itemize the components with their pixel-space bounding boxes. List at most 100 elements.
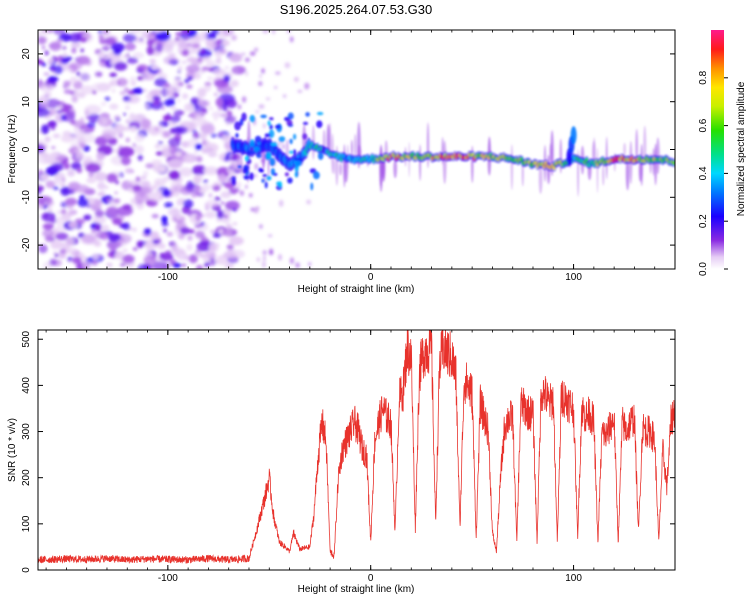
signal-streak <box>285 139 289 159</box>
signal-scatter-blob <box>243 164 250 171</box>
noise-blob <box>106 262 113 268</box>
noise-blob <box>41 211 56 222</box>
noise-blob <box>132 184 142 192</box>
snr-xlabel: Height of straight line (km) <box>298 584 415 595</box>
noise-blob <box>206 60 216 68</box>
signal-scatter-blob <box>269 157 276 166</box>
snr-ytick-label: 500 <box>21 330 32 347</box>
signal-scatter-blob <box>269 117 274 121</box>
noise-blob <box>113 48 122 56</box>
noise-blob <box>132 87 144 95</box>
noise-blob <box>154 189 164 196</box>
noise-blob <box>65 237 74 247</box>
noise-blob <box>122 254 135 264</box>
noise-blob <box>48 111 53 116</box>
noise-blob <box>38 58 43 65</box>
noise-blob <box>118 132 124 139</box>
noise-blob <box>49 258 57 266</box>
noise-blob <box>125 119 130 124</box>
noise-blob <box>208 106 214 111</box>
signal-scatter-blob <box>302 133 308 140</box>
signal-scatter-blob <box>258 167 263 173</box>
noise-blob <box>152 100 160 106</box>
noise-blob <box>82 260 93 269</box>
noise-blob <box>146 39 155 47</box>
spectrogram-ytick-label: 10 <box>21 96 32 108</box>
noise-blob <box>220 201 225 205</box>
noise-blob <box>114 241 123 247</box>
noise-blob <box>195 230 205 239</box>
spectrogram-signal-layer <box>230 111 675 197</box>
noise-blob <box>71 95 78 103</box>
noise-blob <box>216 84 233 94</box>
noise-blob <box>186 243 193 251</box>
noise-blob <box>41 45 46 50</box>
noise-blob <box>138 40 146 45</box>
noise-blob <box>172 262 182 269</box>
noise-blob <box>134 133 145 143</box>
colorbar-label: Normalized spectral amplitude <box>736 81 747 216</box>
noise-blob <box>38 152 41 157</box>
signal-scatter-blob <box>244 155 249 162</box>
noise-blob <box>186 84 193 89</box>
noise-blob <box>134 193 149 202</box>
noise-blob <box>88 113 100 123</box>
noise-blob <box>112 148 120 153</box>
noise-blob <box>107 243 115 249</box>
noise-blob <box>144 103 150 109</box>
noise-blob <box>111 250 116 255</box>
signal-scatter-blob <box>267 120 271 126</box>
noise-blob <box>44 201 47 205</box>
noise-blob <box>175 87 181 93</box>
spectrogram-background <box>38 30 675 269</box>
noise-blob <box>231 34 237 41</box>
noise-blob <box>52 186 59 190</box>
noise-blob <box>224 171 230 177</box>
noise-blob <box>86 177 97 184</box>
signal-scatter-blob <box>310 182 314 191</box>
noise-blob <box>51 126 56 131</box>
noise-blob <box>152 239 160 244</box>
noise-blob <box>60 33 72 42</box>
noise-blob <box>207 259 217 266</box>
noise-blob <box>73 127 81 134</box>
noise-blob <box>207 76 213 81</box>
noise-speckle <box>278 253 282 261</box>
noise-blob <box>141 89 148 92</box>
noise-blob <box>155 151 163 156</box>
noise-blob <box>149 89 161 97</box>
noise-blob <box>54 176 61 185</box>
noise-blob <box>63 188 68 193</box>
noise-blob <box>60 57 69 64</box>
noise-blob <box>67 67 73 73</box>
noise-blob <box>155 43 164 53</box>
noise-blob <box>94 171 107 182</box>
noise-blob <box>119 263 126 267</box>
noise-blob <box>79 142 86 149</box>
noise-blob <box>173 40 178 44</box>
noise-blob <box>162 130 172 138</box>
noise-blob <box>177 65 183 71</box>
noise-blob <box>123 112 127 116</box>
spectrogram-ytick-label: 20 <box>21 48 32 60</box>
noise-blob <box>214 196 221 201</box>
noise-blob <box>92 253 99 261</box>
noise-blob <box>129 126 137 133</box>
noise-blob <box>81 233 96 244</box>
noise-blob <box>85 62 92 66</box>
noise-blob <box>101 231 109 241</box>
noise-blob <box>191 165 207 176</box>
noise-blob <box>47 57 54 65</box>
noise-blob <box>66 247 77 255</box>
signal-scatter-blob <box>249 172 254 181</box>
noise-blob <box>113 198 121 203</box>
noise-blob <box>157 242 165 248</box>
noise-blob <box>184 255 191 261</box>
noise-speckle <box>306 199 311 205</box>
signal-scatter-blob <box>234 121 242 131</box>
noise-speckle <box>289 257 295 265</box>
noise-blob <box>143 255 157 265</box>
spectrogram-xtick-label: 100 <box>565 272 582 283</box>
noise-blob <box>66 256 74 262</box>
